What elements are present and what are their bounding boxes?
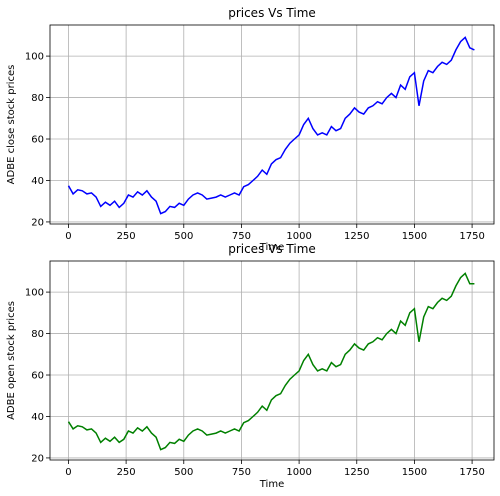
open-price-line xyxy=(67,272,475,451)
y-axis-ticks: 20 40 60 80 100 xyxy=(25,52,50,228)
x-tick-label: 0 xyxy=(65,231,71,242)
x-tick-label: 1000 xyxy=(286,467,311,478)
plot-frame xyxy=(49,24,495,225)
x-axis-ticks: 0 250 500 750 1000 1250 1500 1750 xyxy=(65,460,485,478)
x-tick-label: 1500 xyxy=(402,467,427,478)
grid xyxy=(50,25,494,224)
y-axis-ticks: 20 40 60 80 100 xyxy=(25,288,50,464)
y-tick-label: 80 xyxy=(31,329,44,340)
open-price-chart: prices Vs Time 0 250 500 750 1000 1250 1500 175… xyxy=(6,242,495,490)
y-tick-label: 80 xyxy=(31,93,44,104)
x-tick-label: 750 xyxy=(232,231,251,242)
x-tick-label: 1000 xyxy=(286,231,311,242)
x-axis-ticks: 0 250 500 750 1000 1250 1500 1750 xyxy=(65,224,485,242)
chart-title: prices Vs Time xyxy=(228,242,316,256)
x-tick-label: 250 xyxy=(117,231,136,242)
y-tick-label: 20 xyxy=(31,217,44,228)
x-tick-label: 500 xyxy=(174,467,193,478)
y-tick-label: 100 xyxy=(25,52,44,63)
y-tick-label: 40 xyxy=(31,412,44,423)
x-tick-label: 0 xyxy=(65,467,71,478)
x-axis-label: Time xyxy=(259,479,284,490)
x-tick-label: 1250 xyxy=(344,467,369,478)
y-tick-label: 60 xyxy=(31,371,44,382)
x-tick-label: 250 xyxy=(117,467,136,478)
x-tick-label: 1500 xyxy=(402,231,427,242)
y-tick-label: 20 xyxy=(31,453,44,464)
y-tick-label: 40 xyxy=(31,176,44,187)
grid xyxy=(50,261,494,460)
x-tick-label: 500 xyxy=(174,231,193,242)
y-tick-label: 60 xyxy=(31,135,44,146)
x-tick-label: 1250 xyxy=(344,231,369,242)
x-tick-label: 750 xyxy=(232,467,251,478)
x-tick-label: 1750 xyxy=(459,231,484,242)
x-tick-label: 1750 xyxy=(459,467,484,478)
y-axis-label: ADBE open stock prices xyxy=(6,301,17,420)
y-tick-label: 100 xyxy=(25,288,44,299)
y-axis-label: ADBE close stock prices xyxy=(6,65,17,185)
plot-frame xyxy=(49,260,495,461)
close-price-chart: prices Vs Time 0 250 500 750 1000 1250 1500 175… xyxy=(6,6,495,253)
close-price-line xyxy=(67,36,475,215)
x-axis-label: Time xyxy=(259,242,284,253)
chart-title: prices Vs Time xyxy=(228,6,316,20)
